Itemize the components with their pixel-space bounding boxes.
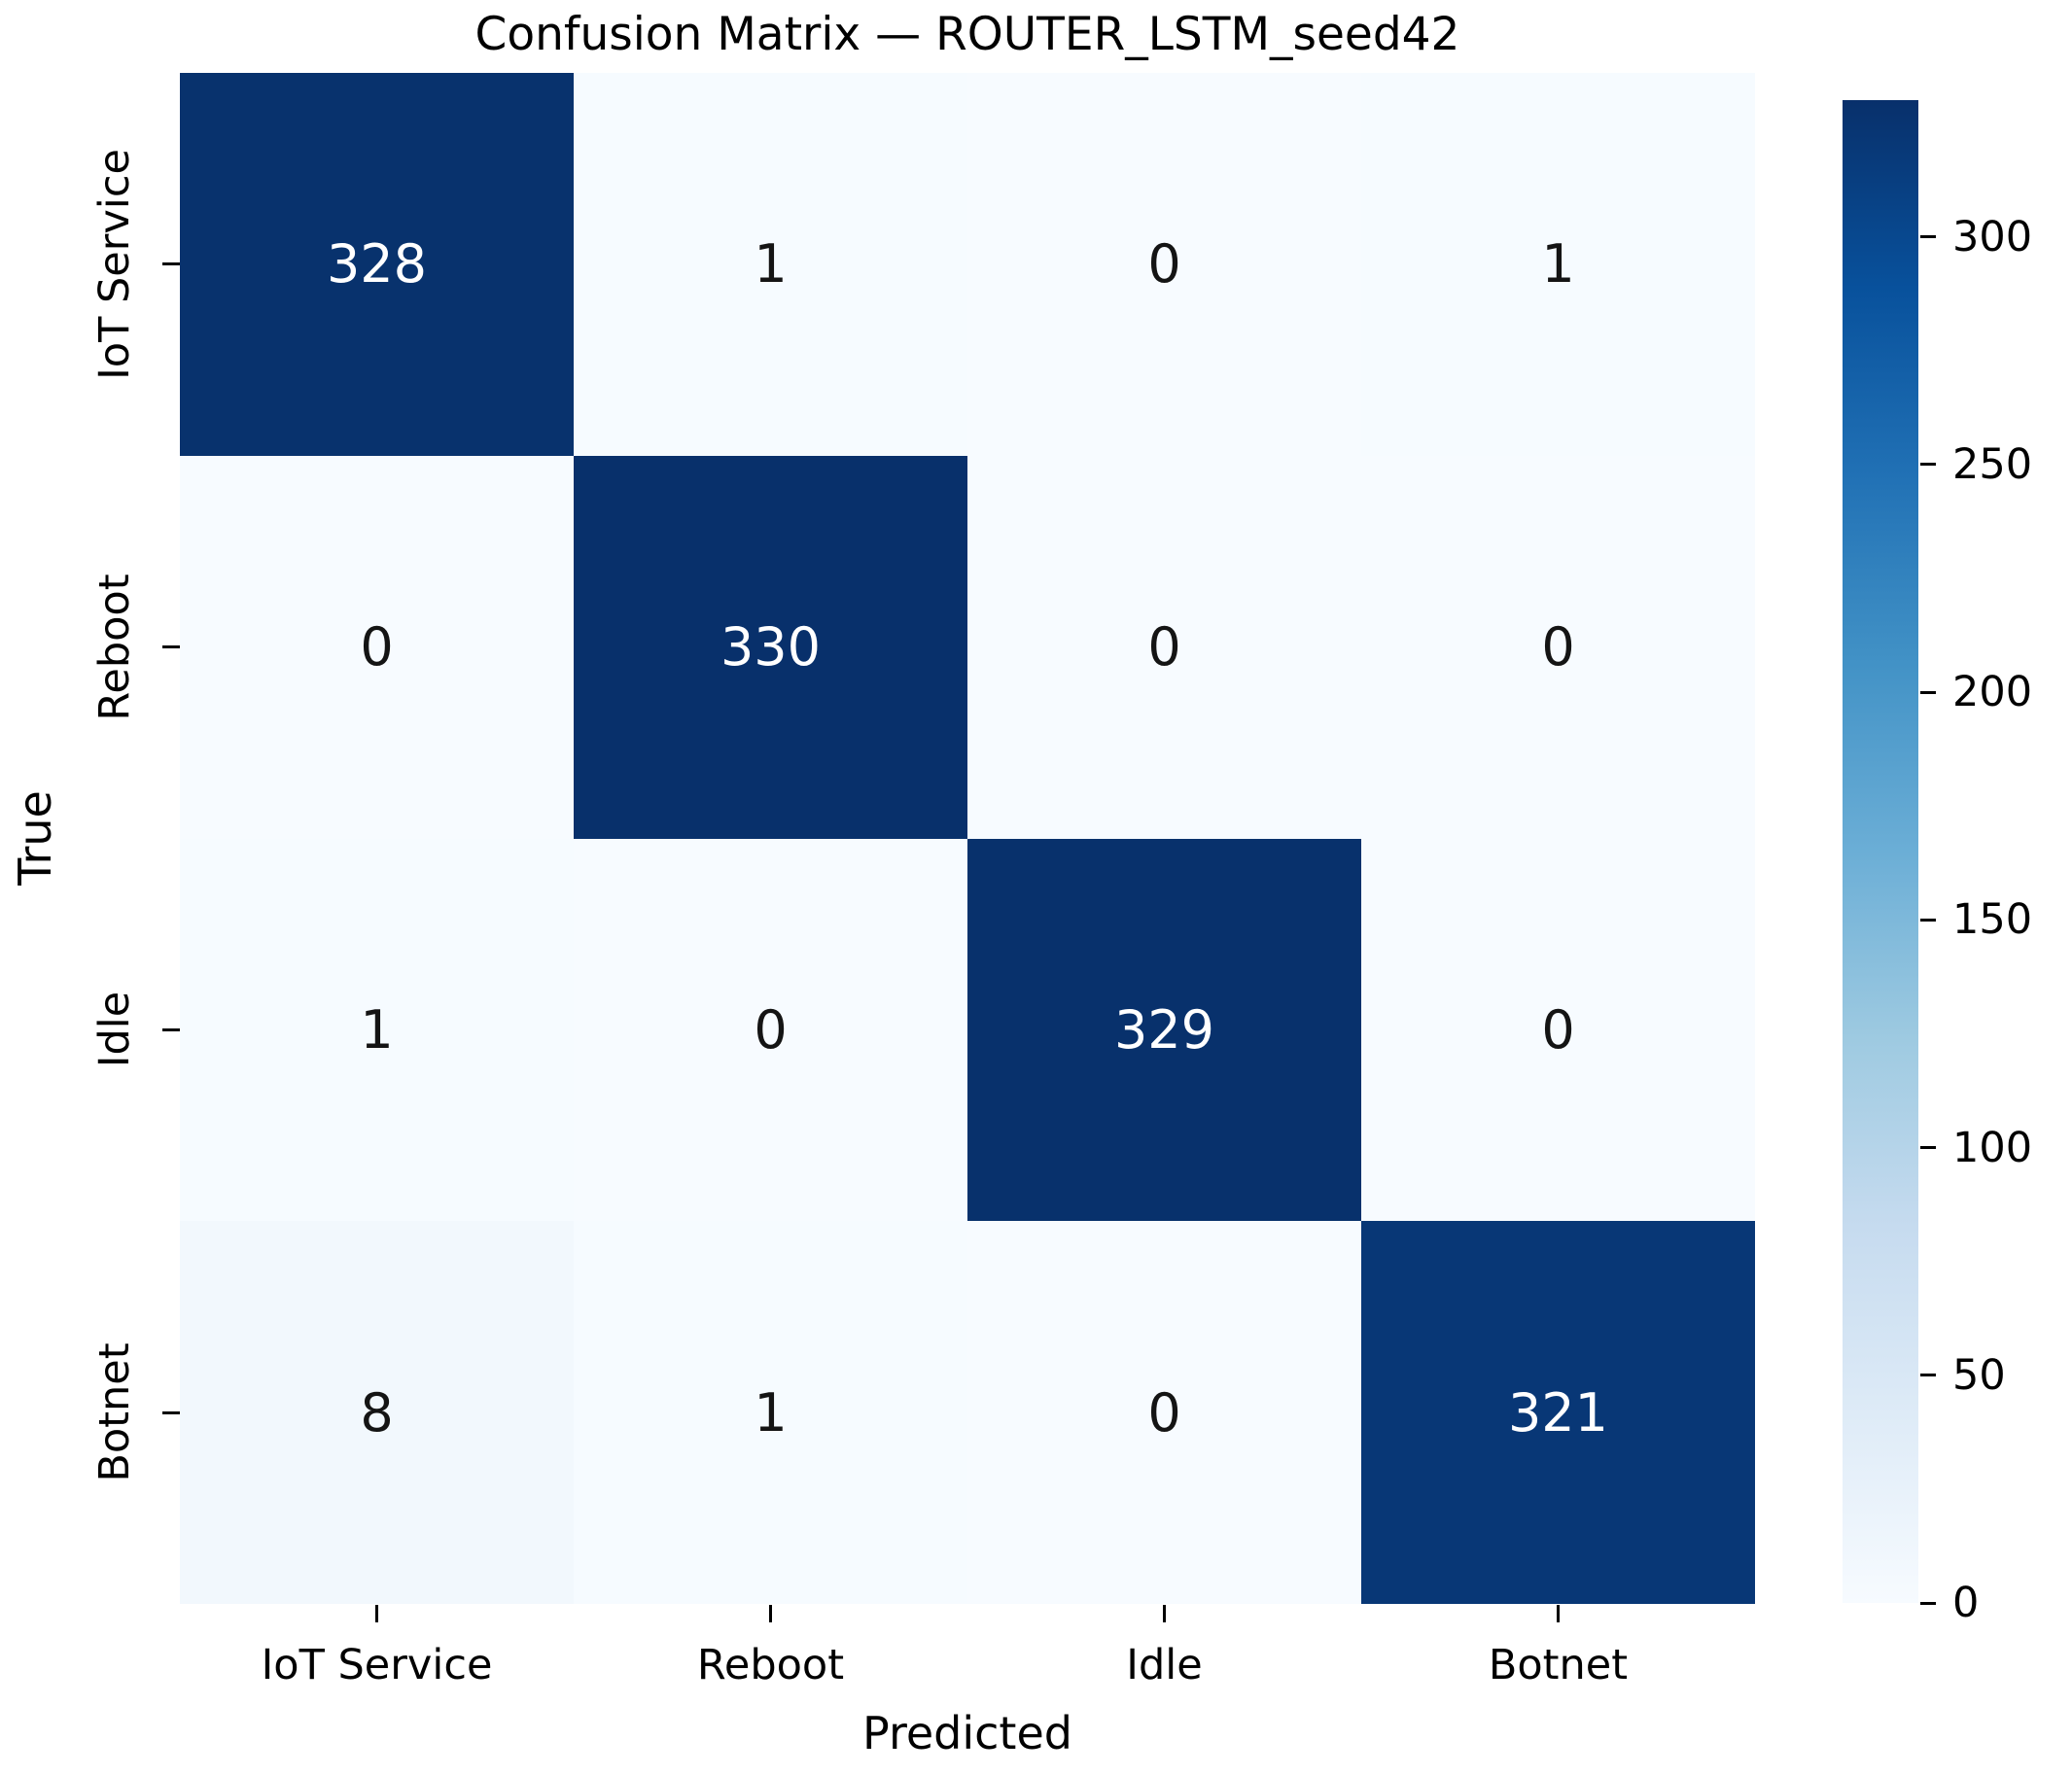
heatmap-cell: 0 (1361, 838, 1755, 1222)
x-tick-label: IoT Service (261, 1641, 493, 1689)
heatmap-cell: 321 (1361, 1221, 1755, 1604)
heatmap-cell: 0 (574, 838, 967, 1222)
cell-value: 0 (1147, 616, 1181, 679)
heatmap-grid: 328 1 0 1 0 330 0 0 1 0 329 0 8 1 0 321 (180, 73, 1755, 1604)
heatmap-cell: 1 (574, 73, 967, 456)
colorbar-tick-mark (1920, 1146, 1936, 1149)
heatmap-cell: 1 (180, 838, 574, 1222)
y-tick-label: Idle (90, 992, 139, 1068)
heatmap-cell: 8 (180, 1221, 574, 1604)
y-tick-mark (162, 645, 180, 649)
y-tick-mark (162, 1410, 180, 1414)
heatmap-cell: 0 (967, 73, 1361, 456)
colorbar-tick-mark (1920, 690, 1936, 694)
y-tick-label: IoT Service (90, 148, 139, 380)
cell-value: 1 (754, 233, 788, 296)
colorbar-gradient (1843, 100, 1918, 1603)
colorbar-tick-label: 300 (1952, 212, 2033, 261)
cell-value: 1 (360, 998, 394, 1061)
colorbar-tick-label: 250 (1952, 439, 2033, 489)
colorbar-tick-label: 50 (1952, 1350, 2006, 1400)
x-tick-mark (1557, 1605, 1560, 1622)
colorbar-tick-label: 200 (1952, 668, 2033, 717)
chart-title: Confusion Matrix — ROUTER_LSTM_seed42 (474, 8, 1460, 61)
y-tick-label: Botnet (90, 1342, 139, 1482)
x-axis-label: Predicted (862, 1707, 1072, 1759)
x-tick-label: Reboot (696, 1641, 845, 1689)
y-axis-label: True (9, 790, 61, 886)
heatmap-cell: 0 (1361, 455, 1755, 839)
colorbar-tick-mark (1920, 463, 1936, 467)
colorbar-tick-label: 100 (1952, 1123, 2033, 1172)
heatmap-cell: 0 (180, 455, 574, 839)
cell-value: 0 (754, 998, 788, 1061)
heatmap-cell: 330 (574, 455, 967, 839)
colorbar-tick-mark (1920, 1601, 1936, 1605)
y-tick-mark (162, 262, 180, 266)
heatmap-cell: 0 (967, 455, 1361, 839)
heatmap-cell: 328 (180, 73, 574, 456)
colorbar-tick-label: 0 (1952, 1579, 1980, 1627)
y-tick-mark (162, 1027, 180, 1031)
cell-value: 0 (1147, 233, 1181, 296)
cell-value: 0 (1147, 1381, 1181, 1444)
colorbar-tick-label: 150 (1952, 895, 2033, 945)
colorbar-tick-mark (1920, 1374, 1936, 1377)
x-tick-mark (769, 1605, 772, 1622)
cell-value: 0 (360, 616, 394, 679)
x-tick-label: Botnet (1488, 1641, 1629, 1689)
x-tick-label: Idle (1126, 1641, 1203, 1689)
cell-value: 330 (720, 616, 822, 679)
x-tick-mark (1163, 1605, 1166, 1622)
cell-value: 329 (1113, 998, 1215, 1061)
heatmap-cell: 329 (967, 838, 1361, 1222)
cell-value: 1 (754, 1381, 788, 1444)
x-tick-mark (375, 1605, 378, 1622)
heatmap-cell: 1 (1361, 73, 1755, 456)
heatmap-cell: 0 (967, 1221, 1361, 1604)
cell-value: 321 (1507, 1381, 1609, 1444)
cell-value: 0 (1541, 616, 1575, 679)
heatmap-cell: 1 (574, 1221, 967, 1604)
y-tick-label: Reboot (90, 574, 139, 721)
colorbar-tick-mark (1920, 918, 1936, 922)
colorbar-tick-mark (1920, 235, 1936, 239)
cell-value: 328 (326, 233, 428, 296)
cell-value: 8 (360, 1381, 394, 1444)
cell-value: 1 (1541, 233, 1575, 296)
cell-value: 0 (1541, 998, 1575, 1061)
